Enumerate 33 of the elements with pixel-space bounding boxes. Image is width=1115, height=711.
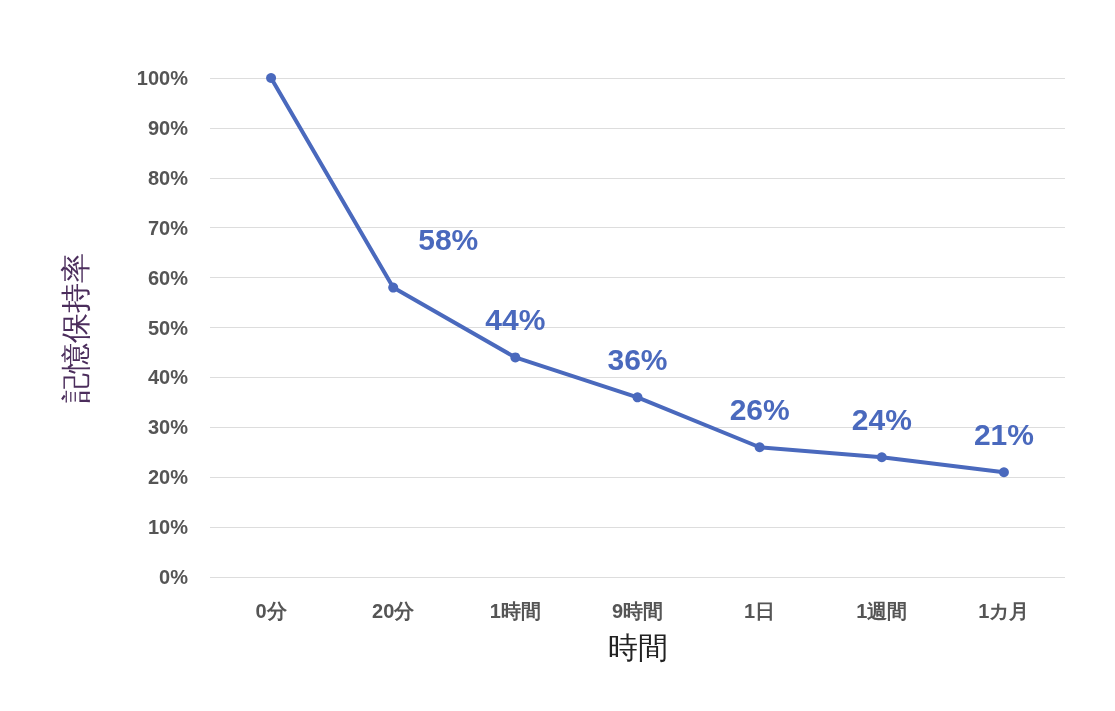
- y-tick-label: 100%: [136, 67, 189, 89]
- data-label: 36%: [607, 342, 668, 376]
- point: [632, 392, 643, 403]
- y-tick-label: 80%: [147, 166, 189, 189]
- data-label: 26%: [729, 392, 790, 426]
- y-tick-label: 50%: [147, 316, 189, 339]
- point: [388, 282, 399, 293]
- data-label: 24%: [851, 402, 912, 436]
- data-label: 44%: [485, 302, 546, 336]
- x-tick-label: 1日: [744, 600, 776, 622]
- x-tick-label: 1カ月: [978, 600, 1030, 622]
- y-tick-label: 90%: [147, 116, 189, 139]
- point: [876, 452, 887, 463]
- x-tick-label: 1時間: [489, 600, 541, 622]
- y-axis-title: 記憶保持率: [58, 252, 92, 403]
- x-tick-label: 1週間: [856, 600, 908, 622]
- y-tick-label: 60%: [147, 266, 189, 289]
- y-tick-label: 40%: [147, 366, 189, 389]
- point: [998, 467, 1009, 478]
- x-axis-title: 時間: [607, 630, 668, 664]
- data-label: 21%: [973, 417, 1034, 451]
- point: [510, 352, 521, 363]
- point: [266, 73, 277, 83]
- y-tick-label: 30%: [147, 416, 189, 439]
- x-tick-label: 0分: [255, 600, 288, 622]
- y-tick-label: 20%: [147, 466, 189, 489]
- y-tick-label: 70%: [147, 216, 189, 239]
- y-tick-label: 0%: [159, 566, 189, 588]
- data-label: 58%: [418, 223, 479, 257]
- x-tick-label: 9時間: [611, 600, 664, 622]
- y-tick-label: 10%: [147, 516, 189, 539]
- x-tick-label: 20分: [372, 600, 416, 622]
- point: [754, 442, 765, 453]
